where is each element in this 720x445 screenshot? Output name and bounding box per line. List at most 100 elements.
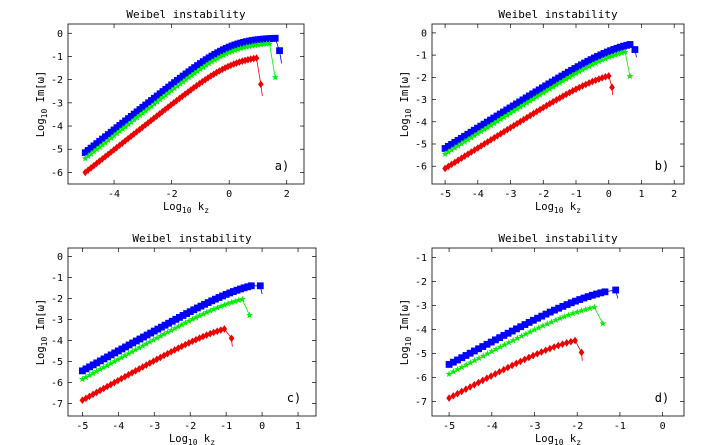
- marker-p2-s1-end: [246, 311, 253, 319]
- marker-p3-s0-13: [500, 332, 508, 339]
- y-tick-label: -5: [415, 140, 427, 151]
- marker-p0-s2-end: [258, 80, 264, 89]
- marker-p3-s2-6: [471, 380, 478, 389]
- marker-p2-s1-32: [192, 313, 200, 321]
- marker-p2-s1-29: [182, 319, 189, 326]
- marker-p3-s0-3: [458, 354, 466, 362]
- marker-p3-s2-12: [496, 367, 503, 376]
- marker-p1-s1-15: [490, 119, 498, 127]
- marker-p0-s1-55: [240, 44, 247, 51]
- marker-p3-s0-24: [546, 308, 554, 316]
- marker-p2-s1-24: [164, 328, 172, 336]
- y-tick-label: -3: [51, 315, 63, 326]
- y-tick-label: -5: [51, 145, 63, 156]
- marker-p1-s2-4: [455, 156, 461, 165]
- marker-p2-s1-20: [150, 336, 157, 343]
- marker-p1-s1-37: [562, 75, 570, 83]
- marker-p1-s2-1: [445, 162, 452, 171]
- marker-p1-s1-46: [592, 59, 600, 67]
- marker-p0-s2-31: [170, 99, 177, 107]
- marker-p0-s2-15: [125, 134, 131, 143]
- x-axis-label: Log10 kz: [169, 433, 215, 445]
- marker-p0-s1-24: [150, 100, 158, 107]
- x-axis-label-part: z: [576, 206, 581, 215]
- marker-p3-s0-8: [479, 343, 487, 350]
- marker-p2-s1-39: [217, 302, 225, 310]
- x-tick-label: -4: [108, 189, 120, 200]
- marker-p0-s2-38: [190, 84, 197, 92]
- marker-p0-s1-52: [231, 46, 239, 54]
- marker-p3-s0-21: [534, 314, 541, 322]
- x-tick-label: 0: [606, 189, 612, 200]
- marker-p0-s2-2: [88, 164, 94, 172]
- x-tick-label: -5: [439, 189, 451, 200]
- marker-p1-s2-29: [537, 105, 543, 114]
- marker-p3-s2-5: [467, 383, 473, 391]
- marker-p3-s1-2: [454, 365, 462, 373]
- marker-p2-s1-14: [128, 348, 136, 355]
- marker-p2-s0-11: [118, 345, 126, 353]
- marker-p3-s0-29: [567, 299, 575, 307]
- y-tick-label: 0: [57, 29, 63, 40]
- marker-p1-s2-end: [609, 83, 615, 92]
- marker-p3-s0-11: [492, 336, 499, 344]
- marker-p3-s2-20: [530, 351, 536, 360]
- marker-p3-s2-4: [463, 385, 469, 394]
- marker-p2-s1-38: [214, 304, 221, 311]
- marker-p1-s1-6: [461, 138, 469, 145]
- x-tick-label: -3: [148, 421, 160, 432]
- marker-p0-s2-60: [253, 54, 260, 62]
- marker-p3-s2-28: [563, 339, 570, 347]
- marker-p0-s1-3: [90, 148, 98, 155]
- marker-p2-s0-19: [147, 329, 155, 337]
- marker-p2-s0-7: [104, 353, 111, 361]
- marker-p2-s0-37: [211, 295, 219, 303]
- marker-p3-s0-22: [538, 312, 546, 320]
- marker-p1-s2-8: [468, 148, 475, 156]
- marker-p3-s1-6: [471, 356, 479, 364]
- marker-p2-s0-31: [190, 306, 198, 314]
- marker-p0-s2-32: [173, 96, 180, 105]
- marker-p2-s1-7: [103, 361, 111, 369]
- marker-p0-s1-40: [196, 65, 204, 73]
- marker-p1-s1-50: [605, 53, 613, 61]
- marker-p0-s1-13: [119, 125, 127, 132]
- marker-p0-s1-59: [251, 41, 259, 49]
- marker-p0-s1-49: [222, 50, 230, 57]
- y-tick-label: -6: [415, 162, 427, 173]
- marker-p2-s1-44: [235, 296, 243, 304]
- marker-p3-s1-14: [505, 339, 513, 346]
- marker-p2-s2-34: [200, 332, 206, 341]
- marker-p0-s1-25: [153, 98, 161, 105]
- y-tick-label: 0: [421, 28, 427, 39]
- marker-p1-s2-20: [507, 123, 514, 132]
- marker-p0-s2-8: [105, 150, 111, 159]
- marker-p3-s0-16: [513, 325, 520, 333]
- marker-p3-s1-1: [449, 368, 457, 375]
- x-axis-label-part: 10: [188, 438, 198, 445]
- marker-p0-s1-47: [217, 53, 224, 60]
- marker-p0-s1-5: [96, 143, 104, 151]
- marker-p3-s0-32: [580, 294, 588, 302]
- marker-p2-s1-34: [199, 310, 207, 317]
- marker-p0-s2-34: [179, 92, 186, 101]
- x-tick-label: 1: [295, 421, 301, 432]
- marker-p2-s1-42: [228, 298, 236, 306]
- marker-p3-s1-17: [518, 332, 526, 340]
- marker-p0-s1-58: [248, 42, 256, 49]
- marker-p2-s1-41: [224, 300, 232, 307]
- panel-label: d): [655, 391, 669, 405]
- y-axis-label: Log10 Im[ω]: [399, 71, 413, 138]
- y-tick-label: -4: [415, 325, 427, 336]
- marker-p3-s2-18: [521, 355, 528, 364]
- marker-p2-s1-37: [210, 305, 218, 313]
- marker-p3-s0-1: [449, 358, 457, 366]
- y-axis-label-part: Log: [35, 346, 47, 365]
- marker-p1-s1-28: [533, 93, 541, 100]
- marker-p2-s0-35: [204, 299, 212, 306]
- marker-p3-s2-23: [542, 346, 549, 355]
- marker-p3-s1-34: [590, 303, 598, 311]
- marker-p3-s1-16: [514, 334, 521, 342]
- marker-p1-s1-55: [621, 48, 629, 55]
- marker-p1-s2-16: [494, 131, 501, 140]
